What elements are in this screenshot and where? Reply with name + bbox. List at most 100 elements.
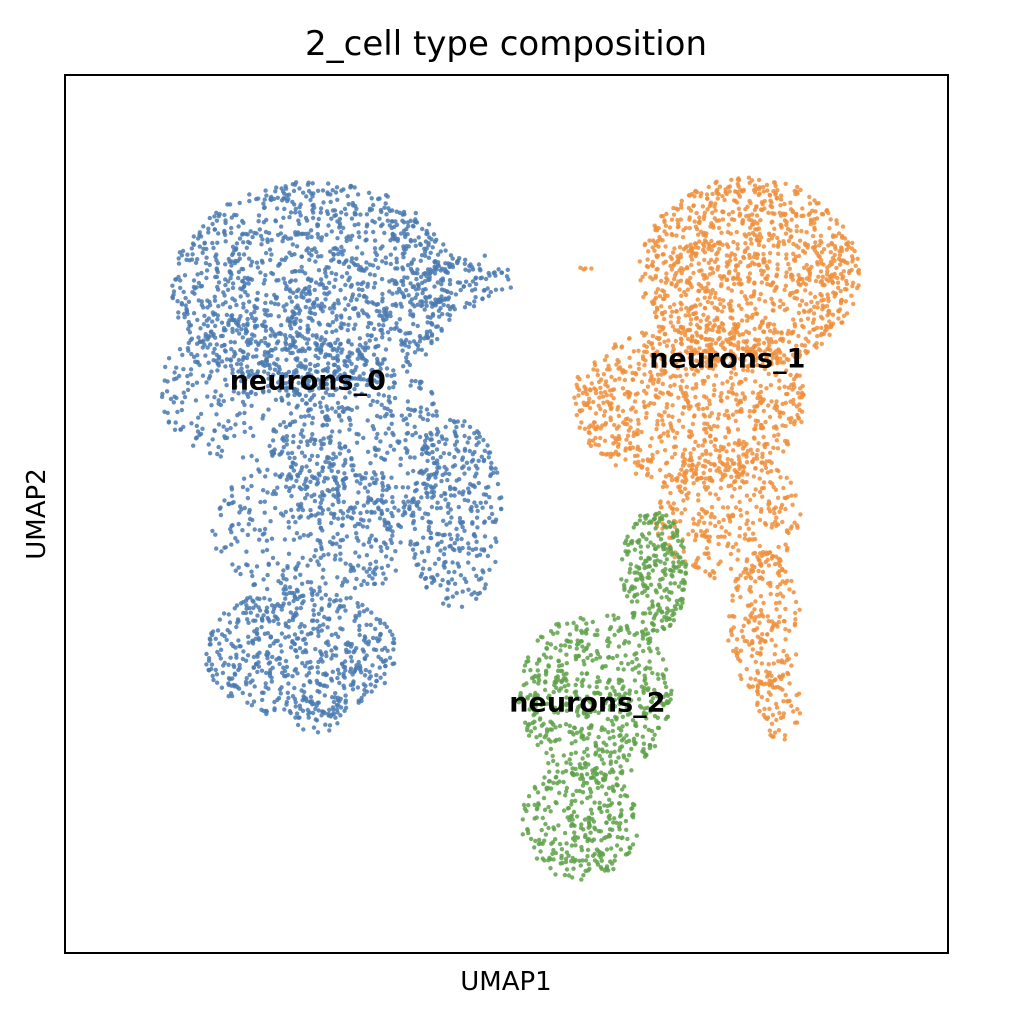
data-point [220, 670, 226, 676]
data-point [292, 632, 298, 637]
data-point [228, 276, 233, 281]
data-point [201, 322, 207, 327]
data-point [287, 585, 293, 590]
data-point [752, 289, 757, 294]
data-point [338, 551, 343, 556]
data-point [483, 276, 489, 282]
data-point [266, 371, 271, 376]
data-point [319, 254, 324, 259]
data-point [296, 311, 302, 316]
data-point [732, 322, 737, 327]
data-point [303, 648, 308, 653]
data-point [338, 713, 343, 718]
data-point [262, 336, 268, 341]
data-point [737, 213, 742, 218]
data-point [786, 339, 792, 345]
data-point [206, 442, 211, 447]
data-point [679, 198, 684, 203]
data-point [339, 244, 344, 250]
data-point [652, 223, 657, 228]
data-point [814, 201, 819, 206]
data-point [369, 544, 374, 549]
data-point [239, 378, 244, 384]
data-point [242, 355, 247, 360]
data-point [373, 257, 378, 263]
data-point [473, 295, 478, 300]
data-point [380, 484, 386, 489]
data-point [706, 184, 711, 190]
data-point [265, 572, 270, 578]
data-point [408, 266, 414, 271]
data-point [739, 290, 744, 295]
data-point [345, 328, 350, 333]
data-point [438, 297, 444, 302]
data-point [394, 303, 399, 308]
data-point [405, 275, 410, 280]
data-point [261, 613, 266, 618]
data-point [310, 415, 316, 420]
data-point [770, 280, 776, 285]
data-point [413, 430, 418, 436]
data-point [309, 494, 314, 499]
data-point [708, 291, 714, 296]
data-point [710, 270, 716, 275]
data-point [289, 326, 294, 331]
data-point [838, 300, 844, 306]
data-point [392, 395, 398, 401]
data-point [323, 581, 328, 586]
data-point [356, 311, 361, 316]
data-point [281, 276, 286, 281]
data-point [318, 404, 323, 410]
data-point [413, 217, 418, 222]
data-point [330, 329, 335, 335]
data-point [300, 555, 305, 560]
data-point [306, 327, 311, 332]
data-point [472, 299, 477, 304]
data-point [310, 710, 316, 716]
data-point [229, 487, 235, 492]
data-point [172, 377, 177, 382]
data-point [611, 396, 616, 401]
data-point [318, 337, 323, 342]
data-point [702, 214, 707, 219]
data-point [300, 269, 305, 274]
data-point [661, 431, 666, 436]
data-point [195, 272, 200, 277]
data-point [777, 410, 782, 416]
data-point [364, 622, 369, 627]
data-point [350, 292, 356, 297]
data-point [244, 562, 249, 567]
data-point [380, 493, 385, 498]
data-point [367, 338, 372, 343]
data-point [322, 304, 327, 309]
data-point [315, 477, 320, 482]
data-point [223, 327, 228, 333]
data-point [482, 448, 487, 453]
data-point [375, 369, 380, 374]
data-point [273, 603, 278, 609]
data-point [352, 648, 357, 653]
data-point [704, 192, 710, 197]
data-point [191, 234, 196, 239]
data-point [320, 575, 325, 580]
data-point [773, 192, 778, 197]
data-point [329, 229, 334, 234]
data-point [462, 433, 467, 439]
data-point [315, 254, 321, 259]
data-point [292, 595, 298, 600]
data-point [838, 288, 843, 294]
data-point [757, 297, 762, 302]
data-point [353, 393, 358, 398]
data-point [333, 277, 338, 282]
data-point [298, 325, 303, 331]
data-point [724, 191, 729, 197]
data-point [303, 641, 309, 646]
data-point [238, 601, 244, 606]
data-point [342, 685, 347, 691]
data-point [474, 596, 479, 601]
data-point [254, 631, 260, 637]
data-point [214, 266, 219, 271]
data-point [351, 370, 356, 375]
data-point [264, 357, 269, 363]
data-point [332, 362, 338, 367]
